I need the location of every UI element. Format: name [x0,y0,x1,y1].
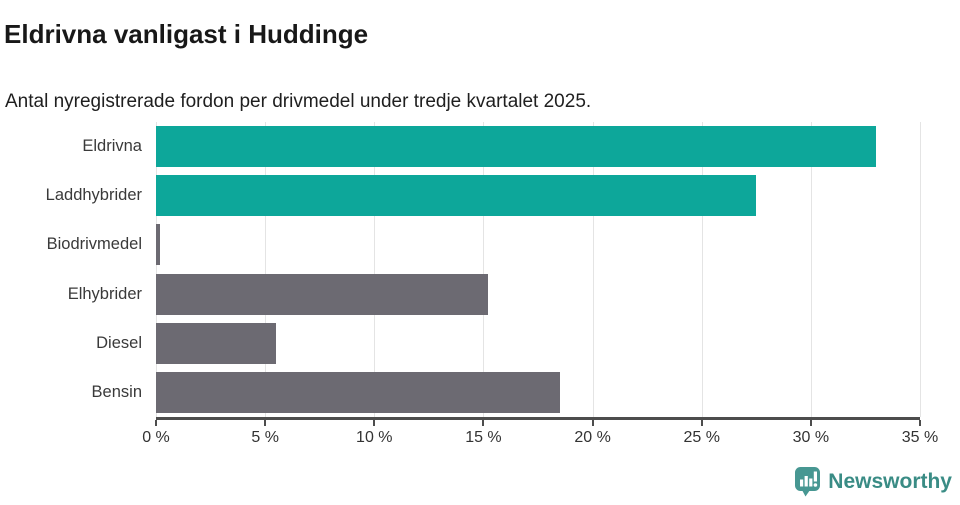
bar-bensin [156,371,560,413]
x-tick-label: 0 % [142,429,170,446]
bar-laddhybrider [156,175,757,217]
gridline [701,122,703,417]
x-tick [155,420,157,426]
x-tick-label: 25 % [683,429,720,446]
x-tick [264,420,267,426]
bar-biodrivmedel [156,224,161,266]
gridline [374,122,376,417]
x-tick [482,420,485,426]
x-tick [373,420,376,426]
x-tick-label: 15 % [465,429,502,446]
category-axis: Eldrivna Laddhybrider Biodrivmedel Elhybrid… [0,122,142,417]
category-label: Laddhybrider [45,186,142,205]
category-label: Eldrivna [82,137,142,156]
bar-elhybrider [156,273,488,315]
category-label: Bensin [91,382,142,401]
x-tick [919,420,921,426]
category-label: Diesel [96,333,142,352]
category-label: Elhybrider [67,284,142,303]
x-tick [591,420,594,426]
category-label: Biodrivmedel [46,235,142,254]
x-tick [809,420,812,426]
gridline [810,122,812,417]
newsworthy-chart-bubble-icon [795,467,821,497]
gridline [920,122,921,417]
gridline [265,122,267,417]
x-tick [700,420,703,426]
bar-chart: Eldrivna Laddhybrider Biodrivmedel Elhybrid… [0,122,960,420]
chart-subtitle: Antal nyregistrerade fordon per drivmede… [5,91,592,112]
bar-eldrivna [156,126,877,168]
bar-diesel [156,322,277,364]
gridline [156,122,157,417]
newsworthy-wordmark: Newsworthy [828,469,952,493]
x-tick-label: 10 % [356,429,393,446]
x-tick-label: 35 % [901,429,939,446]
gridline [592,122,594,417]
x-axis: 0 % 5 % 10 % 15 % 20 % 25 % 30 % 35 % [142,420,938,460]
chart-title: Eldrivna vanligast i Huddinge [4,19,369,50]
x-tick-label: 30 % [792,429,830,446]
gridline [483,122,485,417]
newsworthy-logo: Newsworthy [793,466,952,497]
x-tick-label: 20 % [574,429,611,446]
plot-area [156,122,921,420]
x-tick-label: 5 % [251,429,279,446]
